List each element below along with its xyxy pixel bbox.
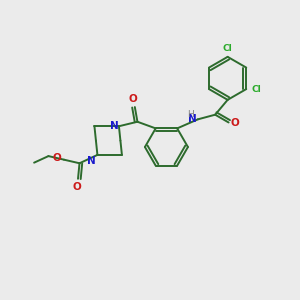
Text: Cl: Cl [223,44,232,53]
Text: O: O [231,118,239,128]
Text: O: O [52,154,61,164]
Text: N: N [110,121,118,130]
Text: O: O [129,94,138,104]
Text: H: H [187,110,194,119]
Text: N: N [188,114,197,124]
Text: O: O [73,182,82,192]
Text: N: N [88,156,96,166]
Text: Cl: Cl [251,85,261,94]
